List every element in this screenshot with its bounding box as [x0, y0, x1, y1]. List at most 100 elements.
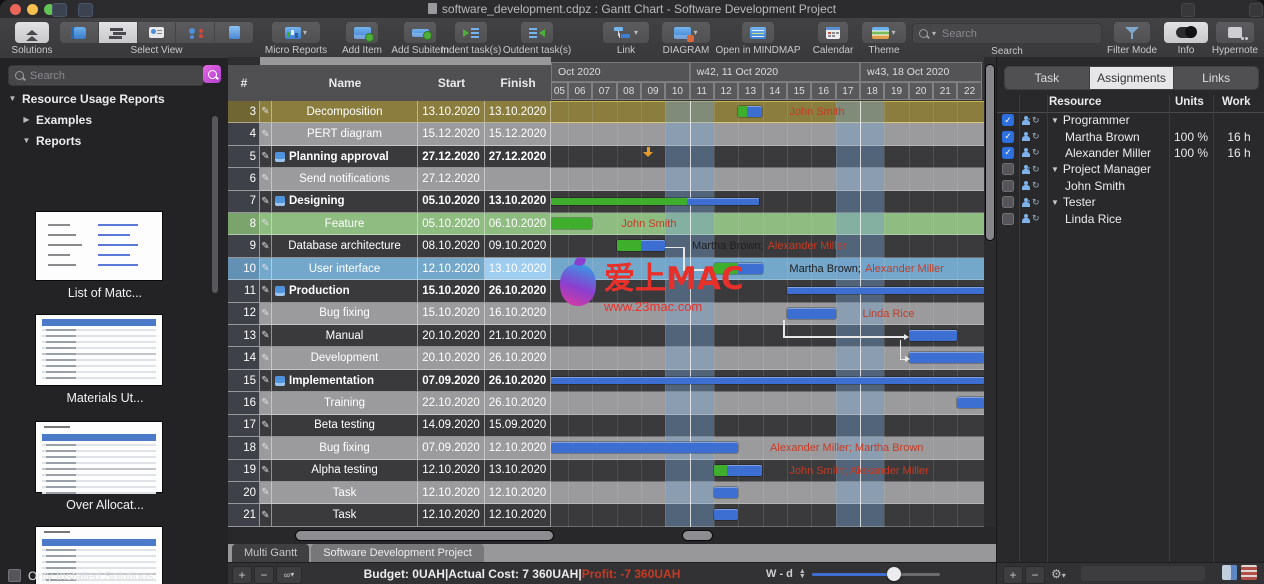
task-name-cell[interactable]: Database architecture	[272, 235, 418, 258]
titlebar-proxy-icon[interactable]	[78, 3, 93, 17]
task-name-cell[interactable]: Bug fixing	[272, 302, 418, 326]
add-row-button[interactable]: +	[232, 566, 252, 584]
task-timeline-cell[interactable]	[551, 504, 984, 527]
resource-row[interactable]: ↻ Linda Rice	[997, 210, 1264, 226]
panel-add-button[interactable]: +	[1003, 566, 1023, 584]
sidebar-scrollbar-thumb[interactable]	[212, 116, 218, 293]
add-item-button[interactable]	[346, 22, 378, 43]
resource-name-cell[interactable]: Linda Rice	[1047, 212, 1169, 226]
gantt-row[interactable]: 5 ✎ Planning approval 27.12.2020 27.12.2020	[228, 145, 996, 169]
gantt-row[interactable]: 7 ✎ Designing 05.10.2020 13.10.2020	[228, 190, 996, 214]
report-thumbnail[interactable]	[36, 212, 162, 280]
task-start-cell[interactable]: 13.10.2020	[418, 101, 485, 124]
outdent-task-button[interactable]	[521, 22, 553, 43]
task-bar[interactable]	[713, 509, 739, 521]
panel-tab-assignments[interactable]: Assignments	[1089, 67, 1175, 89]
add-subitem-button[interactable]	[404, 22, 436, 43]
task-name-cell[interactable]: PERT diagram	[272, 123, 418, 146]
task-timeline-cell[interactable]	[551, 370, 984, 393]
minimize-button[interactable]	[27, 4, 38, 15]
resource-name-cell[interactable]: John Smith	[1047, 179, 1169, 193]
gantt-row[interactable]: 8 ✎ Feature 05.10.2020 06.10.2020 John Smith	[228, 213, 996, 236]
gantt-vertical-scrollbar[interactable]	[984, 57, 996, 527]
titlebar-right-icon[interactable]	[1249, 3, 1263, 17]
slider-knob[interactable]	[886, 566, 901, 581]
task-finish-cell[interactable]: 12.10.2020	[485, 481, 551, 505]
task-start-cell[interactable]: 12.10.2020	[418, 481, 485, 505]
titlebar-right-icon[interactable]	[1181, 3, 1195, 17]
task-finish-cell[interactable]: 12.10.2020	[485, 504, 551, 527]
task-name-cell[interactable]: Beta testing	[272, 414, 418, 438]
task-timeline-cell[interactable]: John Smith	[551, 213, 984, 236]
sidebar-tree-item[interactable]: ▼ Reports	[0, 130, 210, 151]
checked-checkbox[interactable]: ✓	[1002, 130, 1014, 143]
task-bar[interactable]	[908, 352, 984, 364]
task-timeline-cell[interactable]: Martha Brown; Alexander Miller	[551, 258, 984, 281]
task-start-cell[interactable]: 07.09.2020	[418, 369, 485, 393]
panel-remove-button[interactable]: −	[1025, 566, 1045, 584]
only-installed-checkbox[interactable]	[8, 569, 21, 582]
view-gantt-button[interactable]	[98, 22, 138, 43]
sheet-tab[interactable]: Multi Gantt	[232, 544, 310, 562]
gantt-row[interactable]: 16 ✎ Training 22.10.2020 26.10.2020	[228, 392, 996, 415]
task-start-cell[interactable]: 15.12.2020	[418, 123, 485, 146]
task-timeline-cell[interactable]	[551, 146, 984, 169]
resource-row[interactable]: ✓ ↻ ▼ Programmer	[997, 112, 1264, 128]
resource-name-cell[interactable]: ▼ Programmer	[1047, 113, 1169, 127]
view-reports-button[interactable]	[60, 22, 99, 43]
toolbar-search-input[interactable]	[940, 26, 1095, 41]
task-finish-cell[interactable]: 15.12.2020	[485, 123, 551, 146]
task-timeline-cell[interactable]: John Smith	[551, 101, 984, 124]
task-start-cell[interactable]: 12.10.2020	[418, 504, 485, 527]
task-timeline-cell[interactable]	[551, 482, 984, 505]
task-timeline-cell[interactable]: Linda Rice	[551, 303, 984, 326]
timescale-stepper[interactable]: ▲ ▼	[798, 568, 806, 580]
panel-filter-field[interactable]	[1081, 566, 1205, 581]
task-finish-cell[interactable]: 26.10.2020	[485, 369, 551, 393]
resource-row[interactable]: ✓ ↻ Martha Brown 100 % 16 h	[997, 128, 1264, 144]
resource-row[interactable]: ↻ John Smith	[997, 178, 1264, 194]
hypernote-button[interactable]	[1216, 22, 1254, 43]
task-finish-cell[interactable]: 12.10.2020	[485, 437, 551, 460]
resource-work-cell[interactable]: 16 h	[1227, 129, 1251, 144]
task-start-cell[interactable]: 27.12.2020	[418, 168, 485, 191]
task-start-cell[interactable]: 05.10.2020	[418, 190, 485, 214]
report-thumbnail[interactable]	[36, 315, 162, 385]
task-start-cell[interactable]: 12.10.2020	[418, 459, 485, 482]
task-name-cell[interactable]: Send notifications	[272, 168, 418, 191]
task-name-cell[interactable]: Task	[272, 504, 418, 527]
resource-units-cell[interactable]: 100 %	[1173, 129, 1209, 144]
gantt-row[interactable]: 11 ✎ Production 15.10.2020 26.10.2020	[228, 280, 996, 303]
unchecked-checkbox[interactable]	[1002, 163, 1014, 176]
task-name-cell[interactable]: Production	[272, 280, 418, 303]
gantt-row[interactable]: 19 ✎ Alpha testing 12.10.2020 13.10.2020 John…	[228, 459, 996, 482]
task-finish-cell[interactable]: 21.10.2020	[485, 325, 551, 348]
task-name-cell[interactable]: Bug fixing	[272, 437, 418, 460]
task-finish-cell[interactable]: 16.10.2020	[485, 302, 551, 326]
task-finish-cell[interactable]: 26.10.2020	[485, 280, 551, 303]
task-finish-cell[interactable]: 09.10.2020	[485, 235, 551, 258]
summary-bar[interactable]	[787, 287, 984, 295]
task-name-cell[interactable]: Implementation	[272, 369, 418, 393]
gantt-row[interactable]: 17 ✎ Beta testing 14.09.2020 15.09.2020	[228, 414, 996, 438]
task-timeline-cell[interactable]	[551, 415, 984, 438]
sheet-tab[interactable]: Software Development Project	[311, 544, 484, 562]
gantt-row[interactable]: 3 ✎ Decomposition 13.10.2020 13.10.2020 John …	[228, 101, 996, 124]
task-start-cell[interactable]: 08.10.2020	[418, 235, 485, 258]
task-name-cell[interactable]: Decomposition	[272, 101, 418, 124]
info-button[interactable]	[1164, 22, 1208, 43]
calendar-button[interactable]	[818, 22, 848, 43]
task-name-cell[interactable]: Planning approval	[272, 145, 418, 169]
task-start-cell[interactable]: 15.10.2020	[418, 302, 485, 326]
task-timeline-cell[interactable]	[551, 392, 984, 415]
task-timeline-cell[interactable]: John Smith; Alexander Miller	[551, 460, 984, 482]
resource-row[interactable]: ✓ ↻ Alexander Miller 100 % 16 h	[997, 145, 1264, 161]
task-name-cell[interactable]: Feature	[272, 213, 418, 236]
titlebar-proxy-icon[interactable]	[52, 3, 67, 17]
task-finish-cell[interactable]: 15.09.2020	[485, 414, 551, 438]
gantt-row[interactable]: 6 ✎ Send notifications 27.12.2020	[228, 168, 996, 191]
task-timeline-cell[interactable]	[551, 168, 984, 191]
view-document-button[interactable]	[215, 22, 253, 43]
resource-name-cell[interactable]: ▼ Tester	[1047, 195, 1169, 209]
task-finish-cell[interactable]: 27.12.2020	[485, 145, 551, 169]
